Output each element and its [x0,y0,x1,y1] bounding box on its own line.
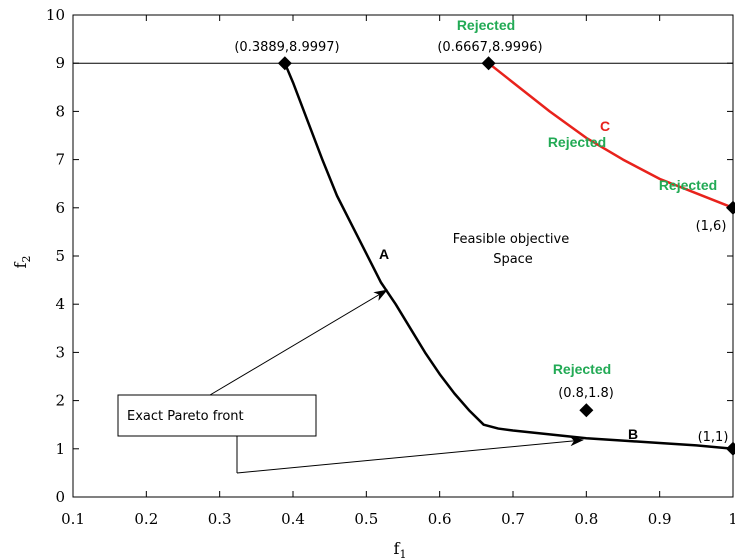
marker-layer [277,56,735,456]
rejected-label-right: Rejected [659,177,717,193]
rejected-label-top: Rejected [457,17,515,33]
series-line-0 [283,62,734,451]
feasible-region-line2: Space [493,252,533,267]
arrow-to-a [209,289,388,396]
feasible-region-line1: Feasible objective [453,232,569,247]
y-axis-label: f2 [11,256,33,269]
point-label-mid: (0.8,1.8) [558,386,614,401]
y-tick-label: 0 [55,488,65,506]
x-tick-label: 0.4 [281,510,305,528]
y-tick-label: 3 [55,343,65,361]
diamond-marker [579,403,594,418]
diamond-marker [481,56,496,71]
y-tick-label: 2 [55,392,65,410]
y-tick-label: 8 [55,102,65,120]
arrow-to-b [236,436,584,474]
label-a: A [379,246,389,262]
y-tick-label: 1 [55,440,65,458]
x-tick-label: 0.8 [574,510,598,528]
y-axis-ticks: 0 1 2 3 4 5 6 7 8 9 10 [46,6,733,506]
x-tick-label: 0.1 [61,510,85,528]
label-b: B [628,426,638,442]
diamond-marker [726,441,735,456]
x-tick-label: 0.6 [428,510,452,528]
callout-box [117,394,317,437]
x-axis-label: f1 [394,539,407,559]
rejected-label-bottom: Rejected [553,361,611,377]
y-tick-label: 7 [55,151,65,169]
label-c: C [600,118,610,134]
x-tick-label: 0.3 [208,510,232,528]
y-tick-label: 5 [55,247,65,265]
point-label-right: (1,6) [696,219,727,234]
point-label-bottom-right: (1,1) [698,430,729,445]
diamond-marker [726,200,735,215]
y-tick-label: 4 [55,295,65,313]
series-layer [283,62,734,451]
y-tick-label: 6 [55,199,65,217]
x-tick-label: 0.5 [354,510,378,528]
x-tick-label: 0.9 [648,510,672,528]
point-label-top-mid: (0.6667,8.9996) [437,40,542,55]
rejected-label-middle: Rejected [548,134,606,150]
callout-label: Exact Pareto front [127,409,244,424]
x-tick-label: 0.7 [501,510,525,528]
y-tick-label: 9 [55,54,65,72]
x-tick-label: 0.2 [134,510,158,528]
diamond-marker [277,56,292,71]
y-tick-label: 10 [46,6,65,24]
series-line-1 [487,62,734,209]
x-tick-label: 1 [728,510,735,528]
point-label-top-left: (0.3889,8.9997) [234,40,339,55]
x-axis-ticks: 0.1 0.2 0.3 0.4 0.5 0.6 0.7 0.8 0.9 1 [61,15,735,528]
